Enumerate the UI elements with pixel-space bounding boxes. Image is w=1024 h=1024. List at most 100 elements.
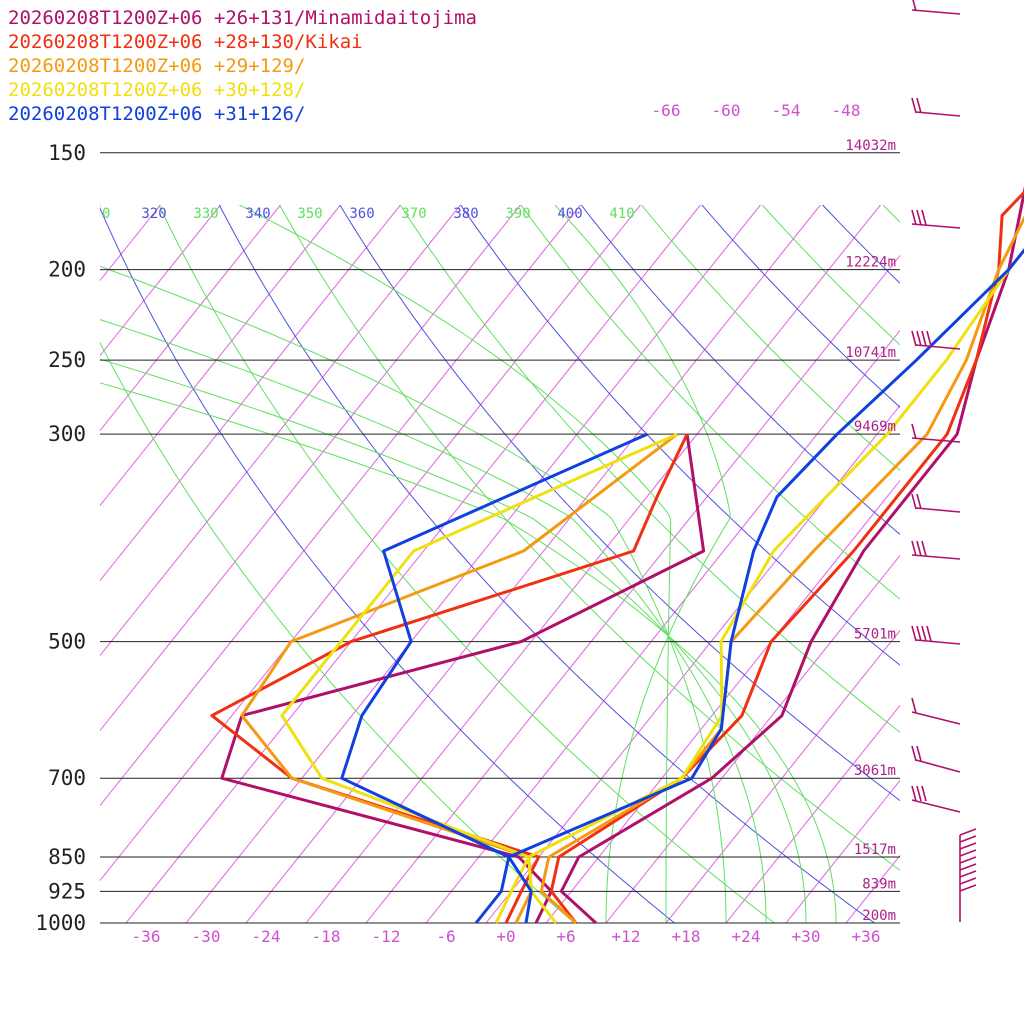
- height-label: 200m: [862, 908, 896, 924]
- isotherm-line: [100, 205, 582, 807]
- temperature-line-1: [549, 190, 1024, 924]
- temperature-tick-label: -30: [192, 927, 221, 946]
- wind-barb: [911, 785, 961, 813]
- height-label: 1517m: [854, 842, 896, 858]
- isotherm-line: [100, 205, 342, 507]
- dewpoint-line-3: [280, 432, 678, 924]
- dry-adiabat: [339, 205, 900, 802]
- moist-adiabat: [100, 382, 837, 923]
- theta-label: 400: [557, 206, 582, 222]
- temperature-tick-label: +36: [852, 927, 881, 946]
- isotherm-line: [100, 205, 642, 882]
- dry-adiabat: [399, 205, 900, 733]
- moist-adiabat: [554, 205, 731, 923]
- dry-adiabat: [218, 205, 875, 924]
- isotherm-line: [125, 205, 702, 924]
- dry-adiabat: [580, 205, 900, 535]
- theta-label: 0: [102, 206, 110, 222]
- isotherm-line: [305, 205, 882, 924]
- theta-label: 360: [349, 206, 374, 222]
- moist-adiabat: [100, 358, 807, 923]
- theta-label: 330: [193, 206, 218, 222]
- legend: 20260208T1200Z+06 +26+131/Minamidaitojim…: [8, 6, 477, 126]
- temperature-tick-label: -12: [372, 927, 401, 946]
- upper-temperature-label: -60: [712, 101, 741, 120]
- temperature-tick-label: +0: [496, 927, 515, 946]
- pressure-label-200: 200: [48, 258, 86, 282]
- dewpoint-line-1: [210, 433, 689, 924]
- isotherm-line: [725, 704, 900, 924]
- dry-adiabat: [100, 206, 675, 924]
- temperature-tick-label: +12: [612, 927, 641, 946]
- height-label: 5701m: [854, 627, 896, 643]
- isotherm-line: [100, 205, 462, 657]
- dry-adiabat: [761, 205, 900, 346]
- wind-barb: [911, 423, 961, 443]
- height-label: 9469m: [854, 419, 896, 435]
- isotherm-line: [425, 329, 900, 924]
- isotherm-line: [966, 0, 1024, 923]
- pressure-label-850: 850: [48, 845, 86, 869]
- wind-barb: [911, 625, 961, 645]
- wind-barb: [959, 828, 977, 922]
- dry-adiabat: [100, 341, 575, 924]
- moist-adiabat: [100, 319, 767, 923]
- pressure-label-500: 500: [48, 630, 86, 654]
- dry-adiabat: [460, 205, 900, 666]
- upper-temperature-label: -48: [832, 101, 861, 120]
- theta-label: 380: [453, 206, 478, 222]
- temperature-tick-label: +6: [556, 927, 575, 946]
- pressure-label-700: 700: [48, 766, 86, 790]
- dry-adiabat: [520, 205, 900, 600]
- legend-line-4: 20260208T1200Z+06 +31+126/: [8, 103, 306, 125]
- wind-barb: [911, 330, 961, 350]
- temperature-tick-label: -6: [436, 927, 455, 946]
- temperature-tick-label: -18: [312, 927, 341, 946]
- isotherm-line: [365, 254, 900, 924]
- isotherm-line: [185, 205, 762, 924]
- height-label: 12224m: [845, 255, 896, 271]
- height-label: 14032m: [845, 138, 896, 154]
- height-label: 10741m: [845, 345, 896, 361]
- dewpoint-line-2: [240, 433, 679, 924]
- wind-barb: [911, 745, 961, 773]
- temperature-tick-label: -24: [252, 927, 281, 946]
- pressure-label-250: 250: [48, 348, 86, 372]
- isotherm-line: [245, 205, 822, 924]
- theta-label: 350: [297, 206, 322, 222]
- temperature-line-2: [539, 215, 1024, 925]
- isotherm-line: [100, 205, 522, 732]
- legend-line-3: 20260208T1200Z+06 +30+128/: [8, 79, 306, 101]
- isotherm-line: [0, 0, 51, 923]
- pressure-label-925: 925: [48, 879, 86, 903]
- theta-label: 340: [245, 206, 270, 222]
- wind-barb: [911, 697, 961, 725]
- isotherm-line: [485, 404, 900, 924]
- wind-barb: [911, 209, 961, 229]
- height-label: 3061m: [854, 763, 896, 779]
- theta-label: 320: [141, 206, 166, 222]
- dry-adiabat: [701, 205, 900, 408]
- legend-line-0: 20260208T1200Z+06 +26+131/Minamidaitojim…: [8, 7, 477, 29]
- upper-temperature-label: -54: [772, 101, 801, 120]
- temperature-line-4: [507, 248, 1024, 924]
- wind-barb: [911, 540, 961, 560]
- temperature-tick-label: +18: [672, 927, 701, 946]
- theta-label: 370: [401, 206, 426, 222]
- wind-barb: [911, 493, 961, 513]
- legend-line-1: 20260208T1200Z+06 +28+130/Kikai: [8, 31, 363, 53]
- pressure-label-1000: 1000: [35, 911, 86, 935]
- temperature-line-0: [559, 185, 1024, 925]
- temperature-tick-label: +24: [732, 927, 761, 946]
- isotherm-line: [0, 0, 231, 923]
- dry-adiabat: [640, 205, 900, 471]
- dewpoint-line-0: [220, 433, 706, 924]
- theta-label: 390: [505, 206, 530, 222]
- isotherm-line: [665, 629, 900, 924]
- isotherm-line: [100, 205, 402, 582]
- dewpoint-line-4: [340, 432, 648, 924]
- temperature-line-3: [527, 248, 1024, 924]
- theta-label: 410: [609, 206, 634, 222]
- isotherm-line: [605, 554, 900, 924]
